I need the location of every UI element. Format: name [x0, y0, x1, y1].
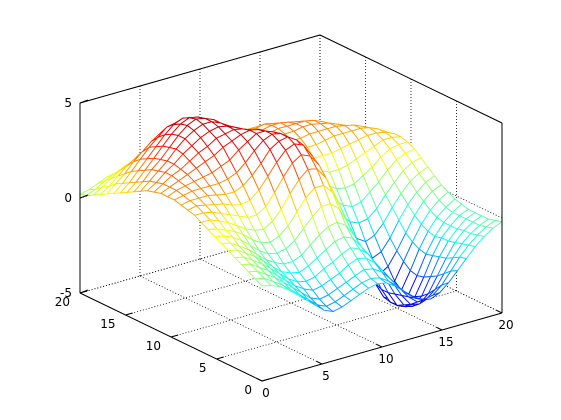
x-tick-label: 20	[498, 318, 513, 332]
y-tick-label: 5	[199, 361, 207, 375]
grid-line-floor-x	[139, 275, 323, 365]
x-tick-mark	[436, 326, 443, 331]
z-tick-label: 5	[64, 96, 72, 110]
x-tick-mark	[256, 377, 263, 382]
y-tick-label: 10	[146, 339, 161, 353]
y-tick-mark	[261, 378, 270, 382]
box-top-back-edge	[79, 34, 321, 104]
z-tick-mark	[79, 99, 89, 104]
x-tick-label: 15	[438, 335, 453, 349]
grid-line-floor-x	[199, 258, 383, 348]
box-top-side-edge	[319, 34, 503, 124]
x-tick-label: 10	[378, 352, 393, 366]
z-tick-mark	[79, 194, 89, 199]
y-tick-label: 0	[244, 383, 252, 397]
y-tick-label: 20	[55, 295, 70, 309]
surface-mesh	[78, 116, 504, 313]
y-tick-label: 15	[100, 317, 115, 331]
x-tick-label: 0	[262, 386, 270, 400]
surface-cell	[485, 219, 504, 229]
z-tick-label: -5	[60, 286, 72, 300]
x-tick-mark	[316, 360, 323, 365]
y-tick-mark	[216, 356, 224, 360]
z-tick-label: 0	[64, 191, 72, 205]
x-tick-mark	[496, 309, 503, 314]
y-tick-mark	[170, 334, 179, 338]
x-tick-mark	[376, 343, 383, 348]
y-tick-mark	[125, 312, 133, 316]
x-tick-label: 5	[322, 369, 330, 383]
z-tick-mark	[79, 289, 89, 294]
